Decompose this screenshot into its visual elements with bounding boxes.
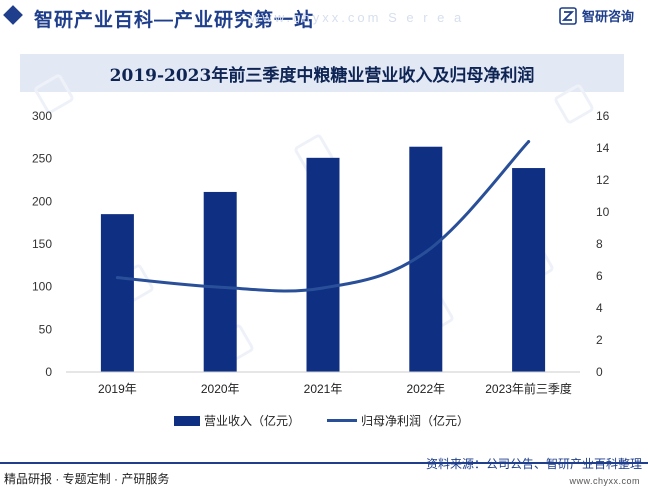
y-right-tick: 4: [596, 301, 603, 315]
x-axis-labels: 2019年 2020年 2021年 2022年 2023年前三季度: [98, 381, 572, 396]
watermark-mark: [554, 84, 594, 124]
footer: 精品研报 · 专题定制 · 产研服务 资料来源：公司公告、智研产业百科整理 ww…: [0, 457, 648, 491]
line-point: [321, 286, 325, 290]
site-title: 智研产业百科—产业研究第一站: [34, 10, 315, 31]
y-right-tick: 10: [596, 205, 610, 219]
x-tick-label: 2021年: [304, 382, 343, 396]
header-watermark: www.chyxx.com S e r e a: [250, 10, 465, 25]
header-bar: 智研产业百科—产业研究第一站 www.chyxx.com S e r e a 智…: [0, 0, 648, 36]
bar: [203, 191, 237, 372]
right-axis: 0 2 4 6 8 10 12 14 16: [596, 109, 610, 379]
bar: [306, 157, 340, 372]
x-tick-label: 2020年: [201, 382, 240, 396]
y-right-tick: 6: [596, 269, 603, 283]
bar-series: [66, 146, 580, 373]
y-left-tick: 300: [32, 109, 52, 123]
x-tick-label: 2022年: [406, 382, 445, 396]
left-axis: 0 50 100 150 200 250 300: [32, 109, 52, 379]
legend-item-revenue: 营业收入（亿元）: [174, 412, 300, 429]
bar: [100, 214, 134, 372]
legend-label-profit: 归母净利润（亿元）: [361, 414, 470, 428]
line-point: [527, 140, 531, 144]
x-tick-label: 2019年: [98, 382, 137, 396]
y-right-tick: 0: [596, 365, 603, 379]
x-tick-label: 2023年前三季度: [485, 381, 572, 396]
legend: 营业收入（亿元） 归母净利润（亿元）: [0, 412, 648, 434]
bar: [512, 168, 546, 372]
watermark-mark: [34, 74, 74, 114]
chart-title: 2019-2023年前三季度中粮糖业营业收入及归母净利润: [109, 65, 535, 86]
y-left-tick: 100: [32, 280, 52, 294]
legend-item-profit: 归母净利润（亿元）: [327, 412, 469, 429]
y-right-tick: 16: [596, 109, 610, 123]
y-right-tick: 8: [596, 237, 603, 251]
footer-source: 资料来源：公司公告、智研产业百科整理: [425, 457, 642, 471]
y-left-tick: 250: [32, 152, 52, 166]
legend-line-swatch: [327, 419, 357, 422]
y-left-tick: 50: [39, 322, 53, 336]
brand-logo-icon: [559, 6, 577, 25]
y-left-tick: 150: [32, 237, 52, 251]
brand-name: 智研咨询: [581, 9, 634, 24]
brand: 智研咨询: [559, 6, 634, 25]
line-series: [115, 140, 531, 293]
line-point: [424, 250, 428, 254]
y-left-tick: 200: [32, 194, 52, 208]
y-right-tick: 12: [596, 173, 610, 187]
y-right-tick: 2: [596, 333, 603, 347]
footer-url: www.chyxx.com: [569, 476, 640, 486]
y-right-tick: 14: [596, 141, 610, 155]
chart-title-box: 2019-2023年前三季度中粮糖业营业收入及归母净利润: [20, 54, 624, 92]
line-point: [115, 276, 119, 280]
line-point: [218, 285, 222, 289]
legend-label-revenue: 营业收入（亿元）: [204, 414, 301, 428]
footer-services: 精品研报 · 专题定制 · 产研服务: [4, 472, 170, 486]
y-left-tick: 0: [45, 365, 52, 379]
legend-bar-swatch: [174, 415, 200, 426]
